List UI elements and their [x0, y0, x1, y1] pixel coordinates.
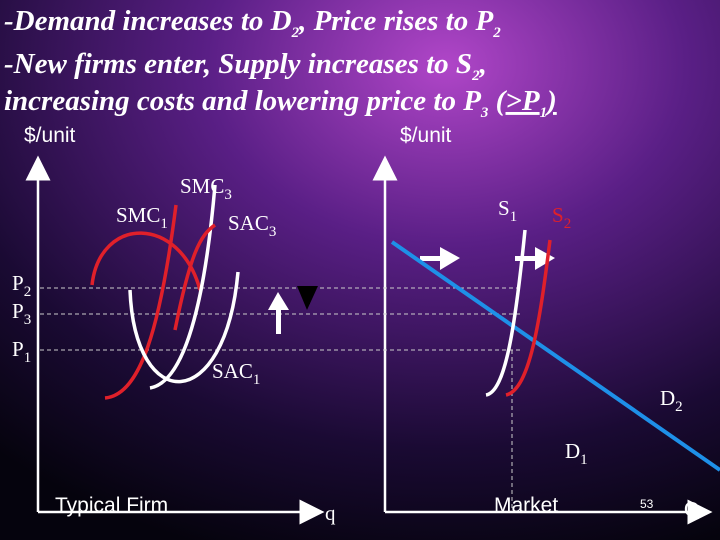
text-part: 1 [253, 372, 261, 388]
text-part: 2 [492, 25, 501, 41]
text-part: 1 [510, 209, 518, 225]
text-part: 2 [471, 68, 480, 84]
text-part: 1 [580, 452, 588, 468]
text-part: 3 [480, 105, 489, 121]
firm-curves [90, 184, 240, 400]
price-label: P2 [12, 271, 31, 300]
curve-label: D2 [660, 386, 683, 415]
text-part: 2 [24, 284, 32, 300]
text-part: D [565, 439, 580, 463]
text-part: , Price rises to P [298, 5, 493, 37]
text-part: 2 [675, 399, 683, 415]
text-part: D [660, 386, 675, 410]
text-part: 1 [160, 216, 168, 232]
caption: Market [494, 494, 558, 517]
price-label: P1 [12, 337, 31, 366]
text-part: 3 [269, 224, 277, 240]
text-part: SMC [116, 203, 160, 227]
price-label: P3 [12, 299, 31, 328]
axis-label: $/unit [400, 124, 452, 147]
text-part: 3 [24, 312, 32, 328]
curve-label: D1 [565, 439, 588, 468]
curve-label: SAC1 [212, 359, 260, 388]
axis-label: q [325, 501, 336, 525]
axis-label: $/unit [24, 124, 76, 147]
text-part: 3 [224, 187, 232, 203]
text-part: SAC [212, 359, 253, 383]
curve-label: S2 [552, 203, 571, 232]
text-part: ) [544, 85, 557, 117]
title-line: increasing costs and lowering price to P… [4, 85, 557, 121]
text-part: (>P [496, 85, 540, 117]
curve-label: S1 [498, 196, 517, 225]
curve-label: SMC3 [180, 174, 232, 203]
text-part: -Demand increases to D [4, 5, 292, 37]
text-part: P [12, 271, 24, 295]
title-line: -Demand increases to D2, Price rises to … [4, 5, 501, 41]
text-part: 1 [540, 105, 548, 121]
labels: $/unit $/unit SMC3 SMC1 SAC3 SAC1 P2 P3 … [12, 124, 699, 525]
text-part: S [552, 203, 564, 227]
curve-label: SAC3 [228, 211, 276, 240]
market-curves [390, 229, 720, 472]
text-part: S [498, 196, 510, 220]
title-line: -New firms enter, Supply increases to S2… [4, 48, 487, 84]
text-part: SAC [228, 211, 269, 235]
title: -Demand increases to D2, Price rises to … [4, 5, 557, 121]
curve-label: SMC1 [116, 203, 168, 232]
text-part: 2 [291, 25, 300, 41]
text-part: -New firms enter, Supply increases to S [4, 48, 472, 80]
firm-axes [25, 155, 713, 525]
text-part: 1 [24, 350, 32, 366]
text-part: P [12, 299, 24, 323]
caption: Typical Firm [55, 494, 168, 517]
text-part: 2 [564, 216, 572, 232]
text-part: , [479, 48, 487, 80]
axis-label: Q [684, 497, 699, 521]
slide-number: 53 [640, 497, 654, 511]
text-part [488, 85, 495, 117]
text-part: increasing costs and lowering price to P [4, 85, 481, 117]
text-part: P [12, 337, 24, 361]
text-part: SMC [180, 174, 224, 198]
shift-arrows [268, 247, 555, 334]
